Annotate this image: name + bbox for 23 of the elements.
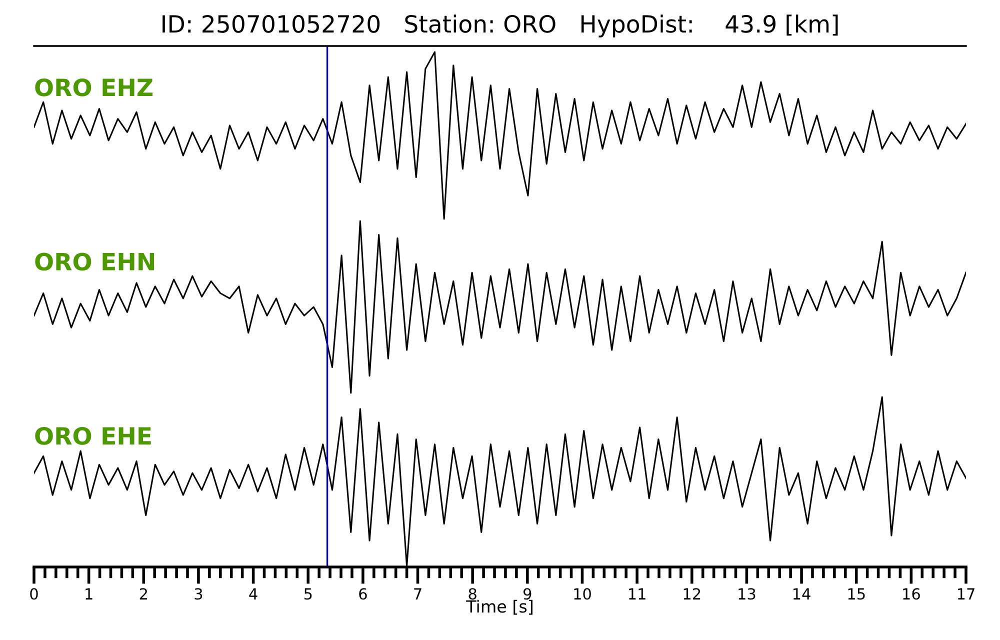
x-tick-label: 14 [793, 588, 810, 600]
x-tick-label: 13 [738, 588, 756, 600]
x-tick-label: 4 [249, 588, 258, 600]
series-label: ORO EHE [35, 426, 151, 445]
x-tick-label: 17 [958, 588, 974, 600]
x-tick-label: 0 [30, 588, 38, 600]
chart-title: ID: 250701052720 Station: ORO HypoDist: 43.9 [km] [162, 14, 838, 38]
x-tick-label: 5 [304, 588, 312, 600]
x-tick-label: 7 [414, 588, 422, 600]
x-tick-label: 10 [574, 588, 591, 600]
series-label: ORO EHN [35, 252, 154, 271]
series-label: ORO EHZ [35, 78, 152, 96]
x-tick-label: 1 [86, 588, 92, 600]
x-tick-label: 16 [903, 588, 920, 600]
x-tick-label: 12 [684, 588, 700, 600]
x-tick-label: 3 [194, 588, 202, 600]
x-tick-label: 2 [140, 588, 147, 600]
x-tick-label: 11 [629, 588, 646, 600]
x-tick-label: 8 [468, 588, 476, 600]
x-axis-title: Time [s] [466, 600, 532, 615]
x-tick-label: 6 [359, 588, 367, 600]
x-tick-label: 15 [848, 588, 865, 600]
x-tick-label: 9 [524, 588, 532, 600]
